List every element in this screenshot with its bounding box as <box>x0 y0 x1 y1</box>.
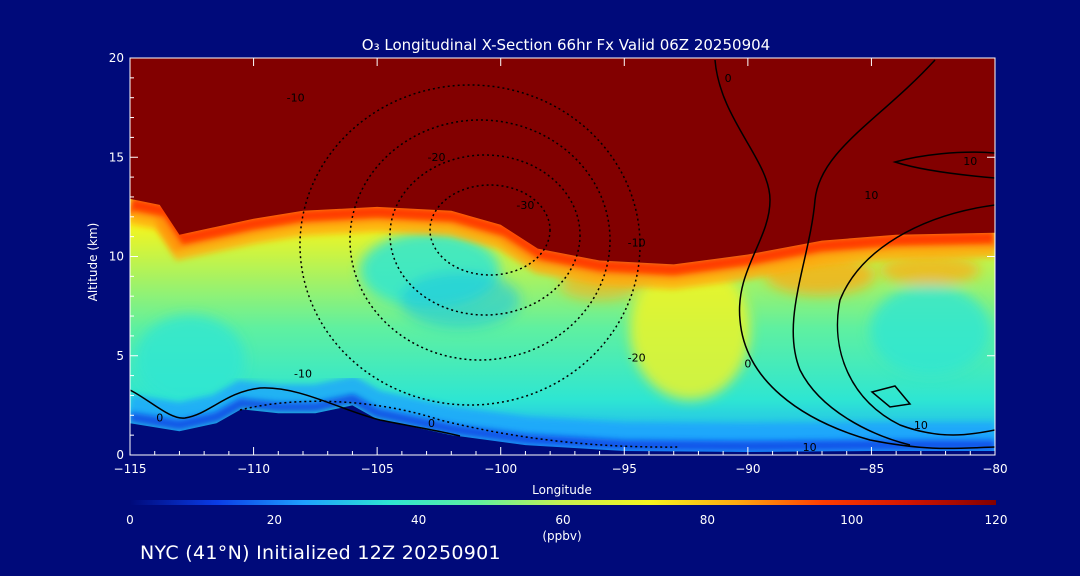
contour-label: -10 <box>287 92 305 105</box>
contour-label: 0 <box>428 417 435 430</box>
boundary-layer-gradient <box>130 375 995 446</box>
y-tick-label: 10 <box>109 250 124 264</box>
colorbar <box>130 500 996 505</box>
low-ozone-region <box>135 315 245 405</box>
contour-label: 10 <box>864 189 878 202</box>
high-ozone-region <box>880 255 980 285</box>
footer-caption: NYC (41°N) Initialized 12Z 20250901 <box>140 542 501 564</box>
contour-label: -20 <box>628 352 646 365</box>
stratospheric-ozone-region <box>130 58 995 265</box>
y-tick-label: 20 <box>109 51 124 65</box>
contour-label: -10 <box>294 368 312 381</box>
contour-line-zero <box>714 59 995 450</box>
y-tick-label: 15 <box>109 150 124 164</box>
terrain-mask <box>130 405 995 455</box>
contour-label: 10 <box>963 155 977 168</box>
difference-contours <box>130 59 995 450</box>
chart-title: O₃ Longitudinal X-Section 66hr Fx Valid … <box>362 36 770 54</box>
contour-line-zero <box>130 387 461 437</box>
y-tick-label: 5 <box>116 349 124 363</box>
y-axis-label: Altitude (km) <box>86 223 100 302</box>
contour-label: 10 <box>914 419 928 432</box>
colorbar-tick-label: 60 <box>555 513 570 527</box>
contour-line-negative <box>429 184 551 276</box>
y-axis: 0 5 10 15 20 <box>109 51 995 462</box>
plot-area: -10 -20 -30 -10 -20 -10 0 0 0 0 10 10 10 10 <box>130 58 995 455</box>
low-ozone-region <box>400 272 520 328</box>
tropopause-transition <box>130 197 995 281</box>
x-tick-label: −100 <box>484 462 517 476</box>
tropospheric-ozone-variations <box>135 232 990 405</box>
colorbar-tick-label: 100 <box>840 513 863 527</box>
x-axis-label: Longitude <box>532 483 592 497</box>
x-tick-label: −80 <box>982 462 1007 476</box>
contour-line-negative <box>299 84 641 406</box>
high-ozone-region <box>630 260 750 400</box>
colorbar-tick-label: 120 <box>985 513 1008 527</box>
x-tick-label: −105 <box>361 462 394 476</box>
x-tick-label: −90 <box>735 462 760 476</box>
x-tick-label: −85 <box>859 462 884 476</box>
contour-label: 0 <box>744 358 751 371</box>
contour-labels: -10 -20 -30 -10 -20 -10 0 0 0 0 10 10 10 10 <box>156 72 977 454</box>
contour-label: 0 <box>156 411 163 424</box>
contour-line-negative <box>389 154 581 316</box>
colorbar-tick-label: 0 <box>126 513 134 527</box>
colorbar-ticks: 0 20 40 60 80 100 120 <box>126 513 1007 527</box>
boundary-layer-low-ozone <box>130 394 995 452</box>
contour-line-negative <box>349 119 611 361</box>
low-ozone-region <box>870 285 990 375</box>
contour-line-positive <box>892 151 995 179</box>
contour-line-positive <box>870 385 912 408</box>
contour-line-positive <box>792 59 936 446</box>
colorbar-tick-label: 20 <box>267 513 282 527</box>
contour-label: -30 <box>516 199 534 212</box>
tropopause-transition-outer <box>130 209 995 290</box>
contour-label: -20 <box>428 151 446 164</box>
contour-label: 10 <box>803 441 817 454</box>
colorbar-label: (ppbv) <box>542 529 581 543</box>
x-tick-label: −95 <box>612 462 637 476</box>
x-tick-label: −110 <box>237 462 270 476</box>
colorbar-tick-label: 40 <box>411 513 426 527</box>
colorbar-tick-label: 80 <box>700 513 715 527</box>
y-tick-label: 0 <box>116 448 124 462</box>
contour-line-positive <box>836 204 995 436</box>
contour-label: 0 <box>725 72 732 85</box>
x-tick-label: −115 <box>114 462 147 476</box>
contour-label: -10 <box>628 237 646 250</box>
x-axis: −115 −110 −105 −100 −95 −90 −85 −80 <box>114 58 1008 476</box>
